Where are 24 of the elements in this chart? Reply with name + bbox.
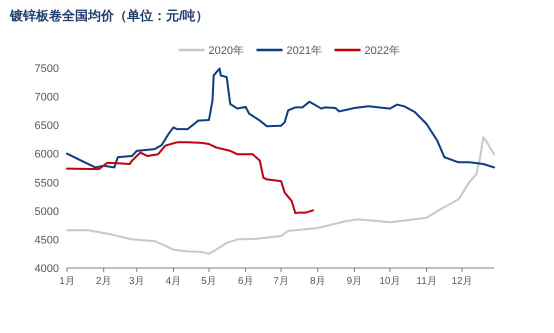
y-tick-label: 6500: [34, 120, 59, 132]
x-tick-label: 11月: [416, 276, 437, 287]
x-tick-label: 4月: [166, 276, 182, 287]
x-tick-label: 5月: [201, 276, 217, 287]
y-tick-label: 5000: [34, 206, 59, 218]
y-tick-label: 7500: [34, 63, 59, 75]
x-tick-label: 9月: [346, 276, 362, 287]
x-tick-label: 3月: [129, 276, 145, 287]
title: 镀锌板卷全国均价（单位：元/吨）: [10, 8, 209, 23]
x-tick-label: 6月: [238, 276, 254, 287]
legend-label: 2022年: [364, 45, 400, 57]
y-tick-label: 6000: [34, 148, 59, 161]
legend-label: 2020年: [208, 45, 244, 57]
legend-label: 2021年: [286, 45, 322, 57]
y-tick-label: 5500: [34, 177, 59, 190]
x-tick-label: 1月: [59, 276, 75, 287]
y-tick-label: 4000: [34, 263, 59, 275]
x-tick-label: 10月: [379, 276, 400, 287]
x-tick-label: 7月: [273, 276, 289, 287]
y-tick-label: 4500: [34, 234, 59, 246]
x-tick-label: 12月: [452, 276, 473, 287]
y-tick-label: 7000: [34, 92, 59, 104]
x-tick-label: 2月: [96, 276, 112, 287]
x-tick-label: 8月: [310, 276, 326, 287]
